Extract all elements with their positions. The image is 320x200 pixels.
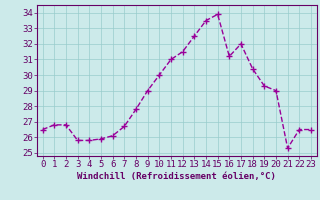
X-axis label: Windchill (Refroidissement éolien,°C): Windchill (Refroidissement éolien,°C) — [77, 172, 276, 181]
